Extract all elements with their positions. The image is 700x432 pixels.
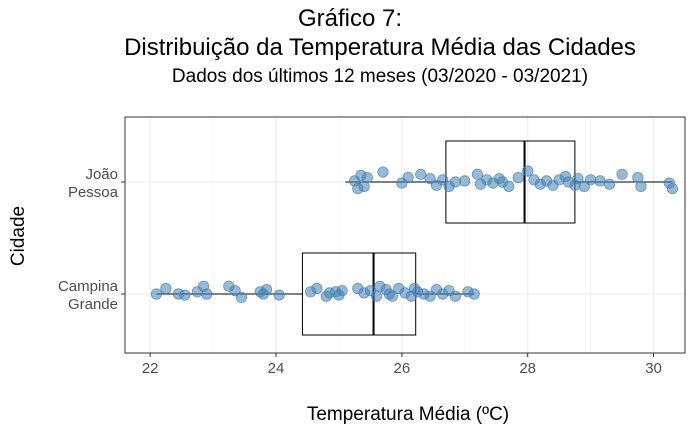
boxplots	[156, 140, 673, 336]
data-point	[311, 282, 323, 295]
chart-title: Gráfico 7:	[297, 5, 403, 32]
data-point	[371, 290, 383, 302]
data-point	[449, 176, 461, 188]
chart-caption: Dados dos últimos 12 meses (03/2020 - 03…	[171, 66, 589, 87]
data-point	[572, 173, 584, 185]
data-points	[150, 165, 679, 303]
data-point	[260, 283, 273, 296]
y-tick-label: Campina Grande	[58, 278, 119, 313]
data-point	[377, 166, 389, 178]
data-point	[402, 172, 414, 184]
data-point	[603, 178, 616, 190]
data-point	[666, 183, 679, 195]
data-point	[160, 282, 172, 295]
data-point	[471, 168, 483, 180]
data-point	[273, 289, 285, 301]
grid-lines	[125, 117, 685, 353]
data-point	[336, 285, 348, 297]
x-axis-ticks: 22 24 26 28 30	[142, 353, 662, 377]
data-point	[468, 288, 480, 300]
x-tick-label: 22	[142, 360, 159, 377]
chart-subtitle: Distribuição da Temperatura Média das Ci…	[124, 34, 636, 61]
data-point	[449, 290, 461, 302]
data-point	[522, 165, 534, 177]
data-point	[179, 289, 191, 301]
plot-panel-border	[124, 116, 686, 354]
data-point	[201, 288, 213, 300]
y-axis-ticks: João Pessoa Campina Grande	[58, 166, 125, 313]
x-tick-label: 30	[645, 360, 662, 377]
x-tick-label: 28	[519, 360, 536, 377]
x-tick-label: 26	[394, 360, 411, 377]
data-point	[594, 175, 606, 187]
data-point	[616, 168, 628, 180]
y-tick-label: João Pessoa	[68, 166, 119, 201]
data-point	[386, 290, 399, 302]
data-point	[358, 180, 370, 192]
x-tick-label: 24	[268, 360, 285, 377]
data-point	[635, 180, 647, 192]
data-point	[459, 175, 471, 187]
y-axis-title: Cidade	[8, 206, 29, 266]
data-point	[585, 174, 597, 186]
data-point	[512, 172, 524, 184]
data-point	[150, 288, 163, 300]
data-point	[415, 168, 427, 180]
x-axis-title: Temperatura Média (ºC)	[307, 404, 509, 425]
data-point	[503, 180, 515, 192]
data-point	[235, 291, 248, 303]
